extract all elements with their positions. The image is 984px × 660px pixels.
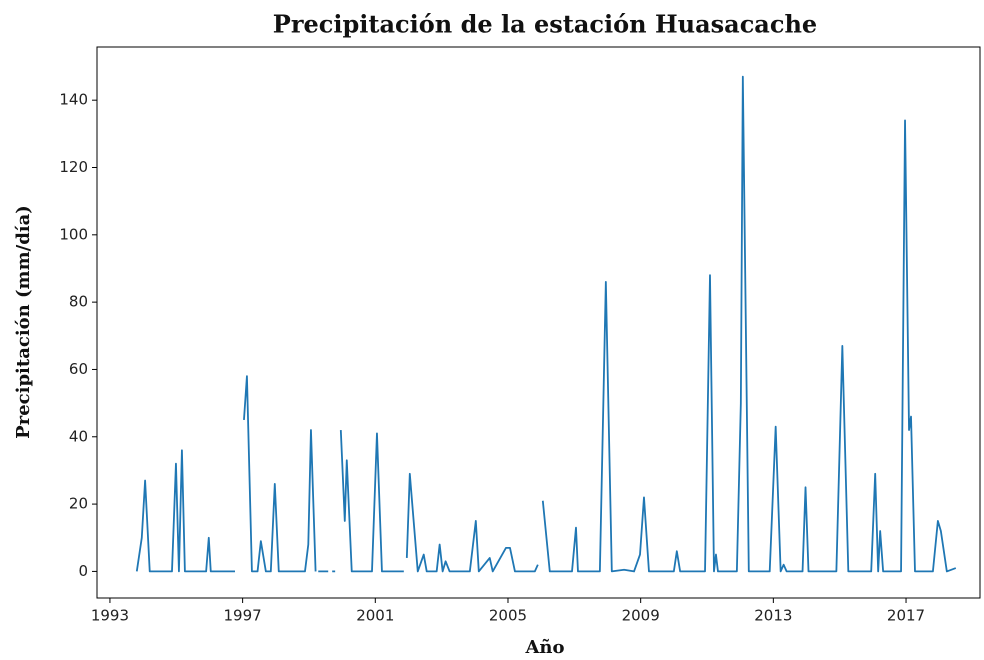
data-line [135,75,957,573]
y-tick-label: 20 [69,495,88,513]
x-tick-label: 2013 [754,607,792,625]
y-tick-label: 140 [59,91,88,109]
y-tick-label: 0 [78,562,88,580]
x-tick-label: 2009 [622,607,660,625]
x-tick-label: 1993 [91,607,129,625]
y-tick-label: 60 [69,360,88,378]
x-tick-label: 1997 [224,607,262,625]
y-tick-label: 120 [59,158,88,176]
x-tick-label: 2017 [887,607,925,625]
chart-title: Precipitación de la estación Huasacache [273,10,817,39]
plot-frame [96,46,981,599]
y-axis-label: Precipitación (mm/día) [13,205,34,439]
x-axis-label: Año [524,637,564,658]
y-tick-label: 80 [69,293,88,311]
x-tick-label: 2005 [489,607,527,625]
y-tick-label: 100 [59,225,88,243]
y-tick-label: 40 [69,427,88,445]
x-tick-label: 2001 [356,607,394,625]
